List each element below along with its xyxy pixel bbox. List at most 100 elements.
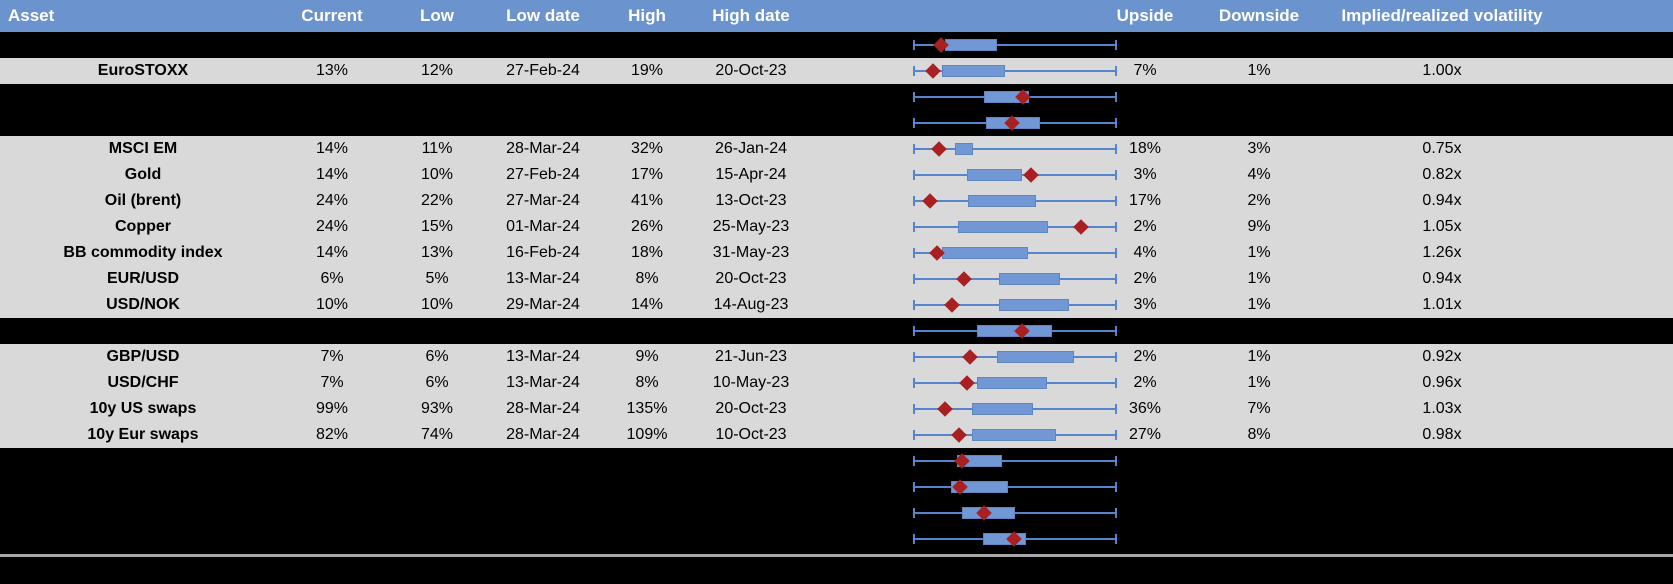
table-row: EUR/USD 6% 5% 13-Mar-24 8% 20-Oct-23 2% 1% 0.94x [0,266,1673,292]
downside-value: 1% [1247,374,1271,391]
diamond-marker [1073,219,1090,235]
whisker-cap-left [913,118,915,128]
hidden-row [0,110,1673,136]
low-value: 74% [420,426,454,443]
whisker-cap-right [1115,352,1117,362]
diamond-marker [924,63,941,79]
current-value: 6% [320,270,344,287]
downside-value: 1% [1247,62,1271,79]
iqr-box [998,299,1069,311]
column-header-low-date: Low date [506,6,580,25]
downside-value: 1% [1247,348,1271,365]
whisker-cap-left [913,404,915,414]
high-value: 135% [626,400,668,417]
whisker-cap-left [913,196,915,206]
asset-name: EUR/USD [106,270,179,287]
downside-value: 2% [1247,192,1271,209]
asset-name: Copper [115,218,171,235]
current-value: 13% [315,62,349,79]
whisker-cap-left [913,456,915,466]
whisker-cap-right [1115,326,1117,336]
table-row: USD/CHF 7% 6% 13-Mar-24 8% 10-May-23 2% 1% 0.96x [0,370,1673,396]
whisker-cap-right [1115,92,1117,102]
whisker-line [913,460,1117,462]
asset-name: Oil (brent) [104,192,182,209]
high-value: 41% [630,192,664,209]
whisker-cap-left [913,352,915,362]
low-value: 13% [420,244,454,261]
whisker-cap-left [913,66,915,76]
low-date-value: 01-Mar-24 [506,218,580,235]
high-date-value: 21-Jun-23 [714,348,788,365]
table-row: Gold 14% 10% 27-Feb-24 17% 15-Apr-24 3% 4% 0.82x [0,162,1673,188]
whisker-cap-left [913,222,915,232]
whisker-cap-right [1115,508,1117,518]
hidden-row [0,474,1673,500]
whisker-cap-left [913,274,915,284]
current-value: 10% [315,296,349,313]
whisker-cap-right [1115,40,1117,50]
high-value: 19% [630,62,664,79]
high-date-value: 10-Oct-23 [715,426,787,443]
high-date-value: 10-May-23 [712,374,790,391]
bottom-separator-line [0,554,1673,557]
high-value: 17% [630,166,664,183]
current-value: 24% [315,192,349,209]
upside-value: 27% [1128,426,1162,443]
upside-value: 2% [1133,270,1157,287]
range-boxplot [913,474,1117,500]
low-date-value: 29-Mar-24 [506,296,580,313]
whisker-cap-right [1115,118,1117,128]
range-boxplot [913,422,1117,448]
range-boxplot [913,162,1117,188]
upside-value: 17% [1128,192,1162,209]
low-date-value: 13-Mar-24 [506,374,580,391]
column-header-low: Low [420,6,454,25]
current-value: 24% [315,218,349,235]
iqr-box [968,195,1037,207]
range-boxplot [913,32,1117,58]
low-date-value: 16-Feb-24 [506,244,580,261]
range-boxplot [913,136,1117,162]
asset-name: EuroSTOXX [97,62,189,79]
upside-value: 2% [1133,348,1157,365]
high-value: 18% [630,244,664,261]
table-row: USD/NOK 10% 10% 29-Mar-24 14% 14-Aug-23 3% 1% 1.… [0,292,1673,318]
high-value: 32% [630,140,664,157]
diamond-marker [950,427,967,443]
table-row: 10y US swaps 99% 93% 28-Mar-24 135% 20-Oct-23… [0,396,1673,422]
diamond-marker [1023,167,1039,183]
implied-realized-value: 1.05x [1422,218,1462,235]
range-boxplot [913,292,1117,318]
hidden-row [0,84,1673,110]
implied-realized-value: 0.96x [1422,374,1462,391]
current-value: 82% [315,426,349,443]
iqr-box [977,377,1048,389]
whisker-cap-right [1115,66,1117,76]
low-date-value: 27-Feb-24 [506,166,580,183]
iqr-box [944,39,998,51]
whisker-cap-right [1115,482,1117,492]
whisker-cap-right [1115,378,1117,388]
asset-name: Gold [124,166,162,183]
implied-realized-value: 1.26x [1422,244,1462,261]
high-date-value: 31-May-23 [712,244,790,261]
implied-realized-value: 1.00x [1422,62,1462,79]
high-date-value: 14-Aug-23 [713,296,789,313]
low-date-value: 13-Mar-24 [506,270,580,287]
whisker-line [913,44,1117,46]
table-row: 10y Eur swaps 82% 74% 28-Mar-24 109% 10-Oct-2… [0,422,1673,448]
asset-name: 10y Eur swaps [87,426,199,443]
whisker-cap-left [913,92,915,102]
range-boxplot [913,318,1117,344]
upside-value: 3% [1133,296,1157,313]
low-value: 10% [420,166,454,183]
current-value: 7% [320,348,344,365]
upside-value: 7% [1133,62,1157,79]
diamond-marker [962,349,979,365]
current-value: 7% [320,374,344,391]
asset-name: BB commodity index [63,244,223,261]
whisker-line [913,486,1117,488]
range-boxplot [913,110,1117,136]
downside-value: 1% [1247,270,1271,287]
